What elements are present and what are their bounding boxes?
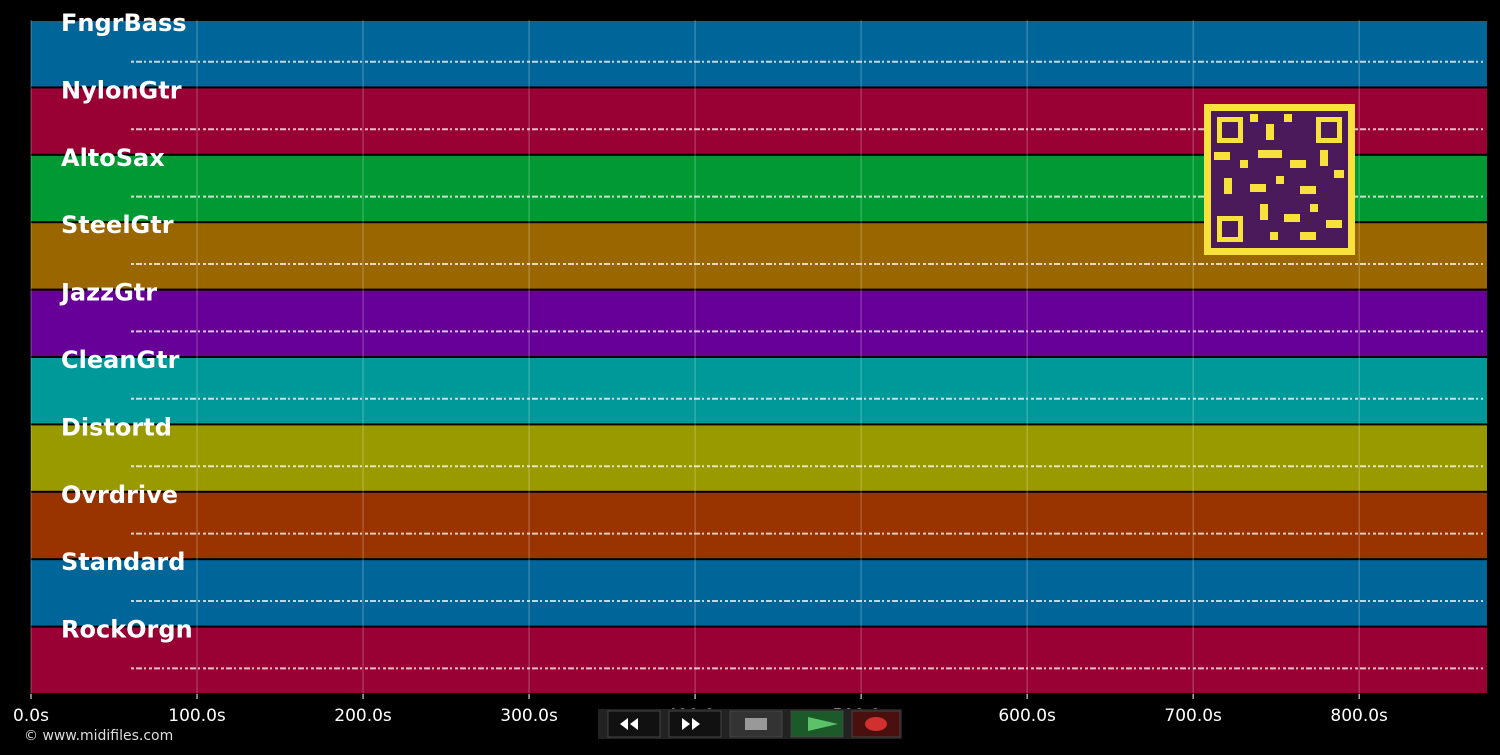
fast-forward-button[interactable] [668, 710, 722, 738]
track-name: CleanGtr [61, 346, 180, 374]
grid [30, 20, 1360, 694]
track-name: AltoSax [61, 144, 165, 172]
x-tick-label: 600.0s [998, 706, 1056, 726]
track-name: FngrBass [61, 9, 187, 37]
track-name: JazzGtr [59, 279, 157, 307]
track-name: RockOrgn [61, 616, 193, 644]
x-tick-label: 300.0s [500, 706, 558, 726]
track-lane [31, 290, 1487, 356]
track-name: NylonGtr [61, 76, 182, 104]
x-tick-label: 700.0s [1164, 706, 1222, 726]
copyright: © www.midifiles.com [24, 728, 173, 744]
track-lane [31, 560, 1487, 626]
stop-button[interactable] [729, 710, 783, 738]
x-tick-label: 0.0s [13, 706, 49, 726]
play-button[interactable] [790, 710, 844, 738]
track-name: Distortd [61, 413, 172, 441]
track-lane [31, 21, 1487, 87]
transport-controls [598, 709, 902, 739]
track-lane [31, 358, 1487, 424]
track-name: SteelGtr [61, 211, 174, 239]
track-lane [31, 492, 1487, 559]
track-labels: FngrBass NylonGtr AltoSax SteelGtr JazzGtr Cl… [59, 9, 193, 644]
track-lane [31, 425, 1487, 491]
x-tick-label: 200.0s [334, 706, 392, 726]
track-lane [31, 627, 1487, 693]
x-tick-label: 800.0s [1330, 706, 1388, 726]
track-name: Ovrdrive [61, 481, 178, 509]
rewind-button[interactable] [607, 710, 661, 738]
qr-code [1204, 104, 1355, 255]
x-tick-label: 100.0s [168, 706, 226, 726]
record-button[interactable] [851, 710, 901, 738]
track-name: Standard [61, 548, 185, 576]
